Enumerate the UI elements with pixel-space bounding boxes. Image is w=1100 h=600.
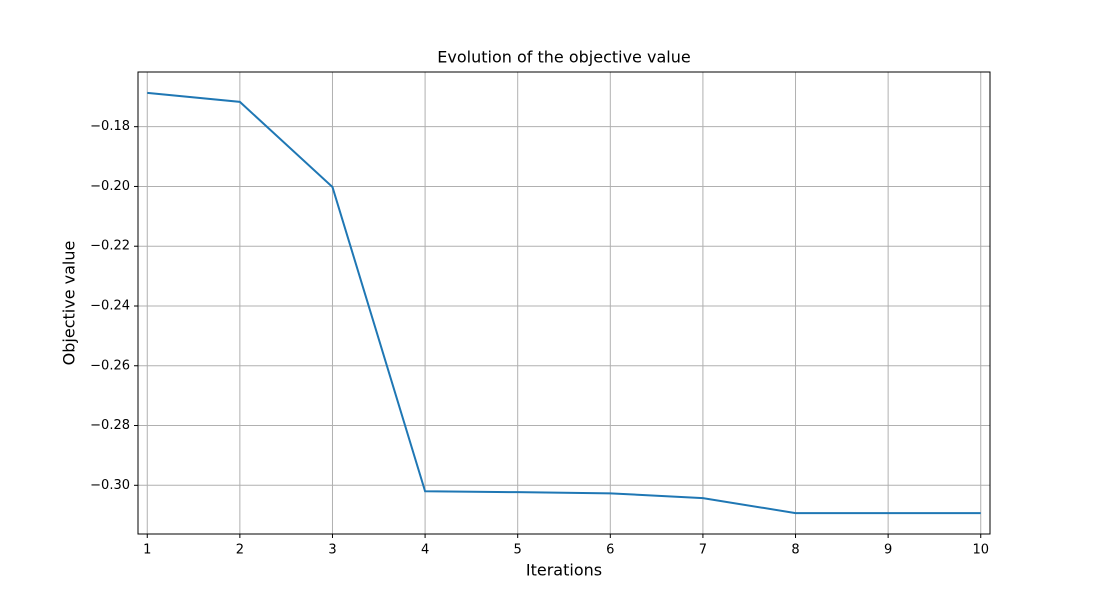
x-tick-label: 4 bbox=[421, 543, 429, 558]
x-axis-label: Iterations bbox=[526, 561, 602, 580]
y-tick-label: −0.26 bbox=[90, 358, 130, 373]
x-tick-label: 6 bbox=[606, 543, 614, 558]
y-tick-label: −0.30 bbox=[90, 478, 130, 493]
x-tick-label: 1 bbox=[143, 543, 151, 558]
chart-title: Evolution of the objective value bbox=[437, 48, 690, 67]
x-tick-label: 2 bbox=[236, 543, 244, 558]
y-tick-label: −0.18 bbox=[90, 119, 130, 134]
y-axis-label: Objective value bbox=[60, 241, 79, 366]
y-tick-label: −0.20 bbox=[90, 179, 130, 194]
data-line bbox=[147, 91, 981, 515]
x-tick-label: 9 bbox=[884, 543, 892, 558]
x-tick-label: 7 bbox=[699, 543, 707, 558]
y-tick-label: −0.28 bbox=[90, 418, 130, 433]
x-tick-label: 5 bbox=[514, 543, 522, 558]
y-tick-label: −0.24 bbox=[90, 298, 130, 313]
x-tick-label: 3 bbox=[328, 543, 336, 558]
plot-frame bbox=[137, 71, 991, 535]
y-tick-label: −0.22 bbox=[90, 239, 130, 254]
x-tick-label: 8 bbox=[791, 543, 799, 558]
x-tick-label: 10 bbox=[972, 543, 989, 558]
